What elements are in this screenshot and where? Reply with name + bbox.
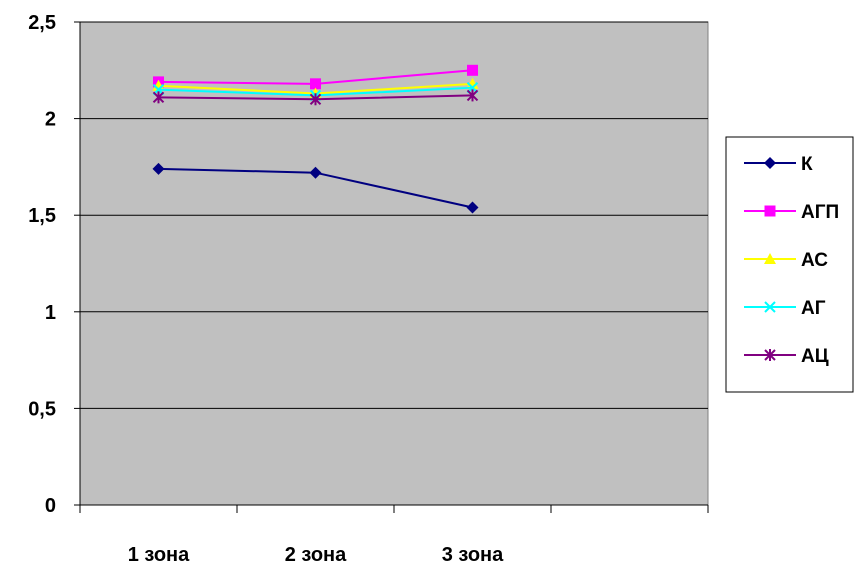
series-1	[152, 162, 479, 214]
legend-item: К	[744, 154, 813, 175]
legend-label: АГ	[801, 298, 826, 319]
marker-stroke	[764, 301, 776, 313]
x-tick-labels: 1 зона 2 зона 3 зона	[128, 544, 504, 566]
x-tick-label: 3 зона	[442, 544, 504, 566]
legend-item: АЦ	[744, 346, 829, 367]
legend-label: К	[801, 154, 813, 175]
legend-marker	[764, 205, 776, 217]
y-tick-label: 0,5	[28, 398, 56, 420]
legend-box	[725, 136, 854, 393]
legend-marker	[764, 253, 776, 264]
plot-area	[79, 21, 709, 506]
y-tick-labels: 0 0,5 1 1,5 2 2,5	[28, 12, 56, 517]
data-point	[152, 162, 165, 175]
legend-marker	[764, 301, 776, 313]
legend-marker	[764, 157, 776, 169]
series-group	[152, 64, 479, 214]
data-point	[466, 201, 479, 214]
legend: К АГП АС АГ АЦ	[725, 136, 854, 393]
legend-item: АГ	[744, 298, 826, 319]
axes	[74, 21, 709, 513]
data-point	[310, 78, 321, 90]
legend-marker	[764, 349, 776, 361]
data-point	[309, 166, 322, 179]
y-tick-label: 1	[45, 302, 56, 324]
legend-item: АГП	[744, 202, 839, 223]
data-point	[467, 64, 478, 76]
y-tick-label: 2,5	[28, 12, 56, 34]
gridlines	[80, 21, 708, 409]
legend-label: АГП	[801, 202, 839, 223]
y-tick-label: 1,5	[28, 205, 56, 227]
y-tick-label: 0	[45, 495, 56, 517]
legend-item: АС	[744, 250, 828, 271]
data-point	[152, 91, 165, 104]
y-tick-label: 2	[45, 109, 56, 131]
x-tick-label: 2 зона	[285, 544, 347, 566]
legend-label: АЦ	[801, 346, 829, 367]
x-tick-label: 1 зона	[128, 544, 190, 566]
data-point	[309, 93, 322, 106]
legend-label: АС	[801, 250, 828, 271]
data-point	[466, 89, 479, 102]
series-5	[152, 89, 479, 106]
